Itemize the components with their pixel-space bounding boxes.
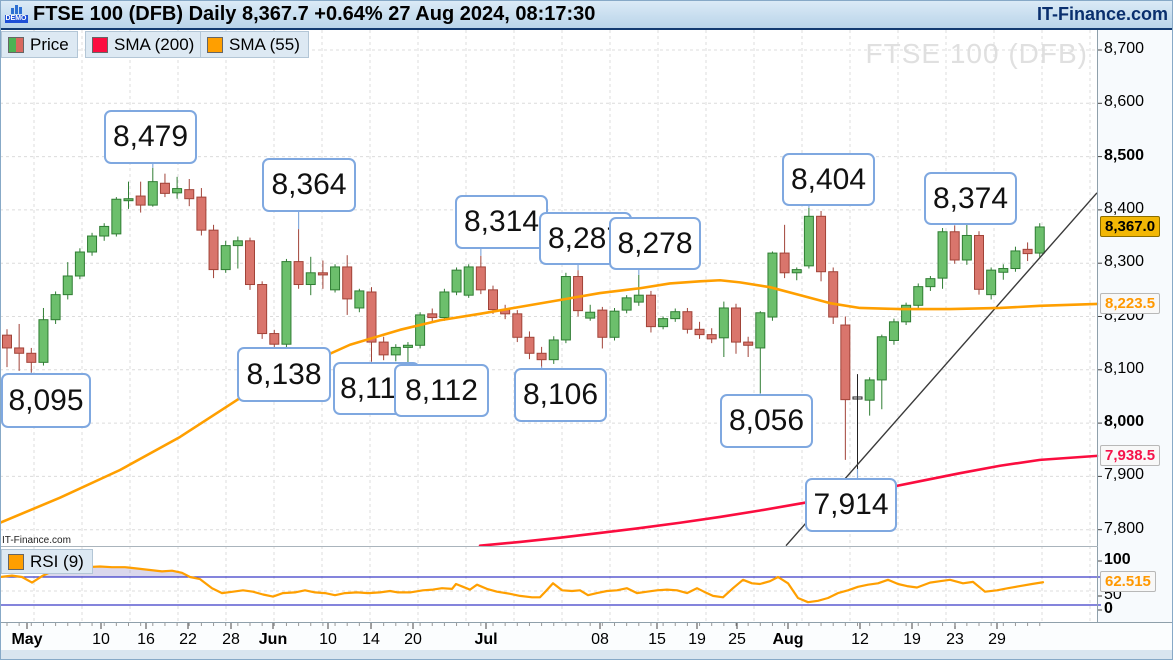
- y-axis-label: 8,700: [1104, 40, 1145, 57]
- y-axis-label: 8,500: [1104, 146, 1145, 164]
- instrument-name: FTSE 100 (DFB): [33, 2, 184, 25]
- rsi-axis-label: 100: [1104, 551, 1131, 568]
- x-axis-label: May: [11, 631, 43, 648]
- price-callout: 8,479: [104, 110, 197, 164]
- rsi-swatch-icon: [8, 553, 24, 570]
- legend-rsi[interactable]: RSI (9): [1, 549, 93, 574]
- bottom-edge-strip: [0, 650, 1173, 660]
- x-axis-label: 16: [137, 631, 155, 648]
- chart-title: FTSE 100 (DFB) Daily 8,367.7 +0.64% 27 A…: [33, 3, 595, 26]
- x-axis-label: 20: [404, 631, 422, 648]
- price-chip-red: 7,938.5: [1100, 444, 1161, 466]
- x-axis-label: 19: [688, 631, 706, 648]
- x-axis-label: 23: [946, 631, 964, 648]
- timeframe-label: Daily: [188, 2, 237, 25]
- legend-sma55[interactable]: SMA (55): [200, 31, 309, 58]
- brand-link[interactable]: IT-Finance.com: [1036, 3, 1168, 24]
- x-axis-label: 08: [591, 631, 609, 648]
- x-axis-label: 19: [903, 631, 921, 648]
- price-chip-orange: 8,223.5: [1100, 292, 1161, 314]
- candlestick-logo-icon: [10, 5, 22, 14]
- legend-price[interactable]: Price: [1, 31, 78, 58]
- y-axis-label: 8,300: [1104, 253, 1145, 271]
- legend-sma55-label: SMA (55): [229, 34, 300, 54]
- price-chip-last: 8,367.0: [1100, 216, 1161, 238]
- sma200-line: [478, 454, 1099, 547]
- panel-separator: [0, 546, 1098, 547]
- y-axis-label: 8,000: [1104, 413, 1145, 431]
- sma200-swatch-icon: [92, 36, 108, 53]
- x-axis-label: 14: [362, 631, 380, 648]
- plot-right-border: [1097, 30, 1098, 623]
- price-callout: 8,364: [262, 158, 356, 212]
- price-callout: 8,404: [782, 153, 875, 206]
- y-axis-label: 7,900: [1104, 466, 1145, 484]
- legend-price-label: Price: [30, 34, 69, 54]
- x-axis-label: 25: [728, 631, 746, 648]
- x-axis-label: Aug: [772, 631, 804, 648]
- watermark-text: FTSE 100 (DFB): [865, 38, 1088, 69]
- x-axis-label: Jun: [258, 631, 288, 648]
- price-callout: 8,314: [455, 195, 548, 249]
- rsi-axis-label: 0: [1104, 600, 1113, 617]
- price-callout: 8,374: [924, 172, 1017, 225]
- header-bar: DEMO FTSE 100 (DFB) Daily 8,367.7 +0.64%…: [0, 0, 1173, 30]
- price-callout: 8,112: [394, 364, 489, 417]
- x-axis-label: 15: [648, 631, 666, 648]
- right-axis-background: [1098, 30, 1173, 623]
- legend-sma200[interactable]: SMA (200): [85, 31, 204, 58]
- price-callout: 8,278: [609, 217, 701, 270]
- y-axis-label: 8,100: [1104, 359, 1145, 377]
- quote-datetime: 27 Aug 2024, 08:17:30: [388, 2, 596, 25]
- x-axis-label: 10: [319, 631, 337, 648]
- x-axis-label: 12: [851, 631, 869, 648]
- x-axis-label: 22: [179, 631, 197, 648]
- legend-rsi-label: RSI (9): [30, 551, 84, 571]
- sma55-swatch-icon: [207, 36, 223, 53]
- app-logo-icon: DEMO: [3, 2, 29, 26]
- price-callout: 7,914: [805, 478, 897, 532]
- candlestick-series: [2, 167, 1045, 469]
- last-price: 8,367.7: [241, 2, 309, 25]
- price-callout: 8,106: [514, 368, 607, 422]
- axis-top-border: [0, 622, 1173, 623]
- x-axis-label: 28: [222, 631, 240, 648]
- x-axis-label: 29: [988, 631, 1006, 648]
- x-axis-label: Jul: [474, 631, 498, 648]
- price-swatch-icon: [8, 36, 24, 53]
- y-axis-label: 7,800: [1104, 519, 1145, 537]
- price-callout: 8,095: [1, 373, 91, 428]
- bottom-axis-background: [0, 623, 1173, 650]
- price-callout: 8,138: [237, 347, 331, 402]
- y-axis-label: 8,400: [1104, 199, 1145, 217]
- demo-badge: DEMO: [4, 15, 28, 23]
- footer-brand-text: IT-Finance.com: [2, 535, 71, 546]
- price-callout: 8,056: [720, 394, 813, 448]
- rsi-line: [0, 565, 1045, 604]
- x-axis-label: 10: [92, 631, 110, 648]
- change-percent: +0.64%: [314, 2, 383, 25]
- rsi-value-chip: 62.515: [1100, 571, 1156, 593]
- legend-sma200-label: SMA (200): [114, 34, 195, 54]
- y-axis-label: 8,600: [1104, 93, 1145, 111]
